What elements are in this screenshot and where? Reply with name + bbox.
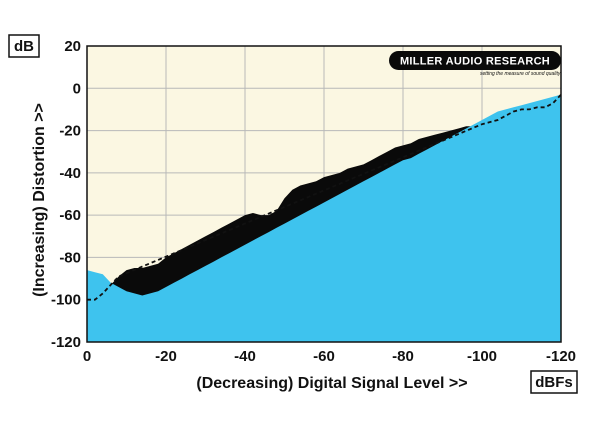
x-unit-box: dBFs	[530, 370, 578, 394]
y-tick-label: -60	[59, 207, 81, 224]
logo-text: MILLER AUDIO RESEARCH	[400, 56, 550, 68]
x-tick-label: -100	[467, 348, 497, 365]
x-tick-label: -40	[234, 348, 256, 365]
x-tick-label: 0	[83, 348, 91, 365]
y-tick-label: -100	[51, 292, 81, 309]
plot-frame	[86, 45, 562, 343]
y-unit-label: dB	[14, 38, 34, 55]
brand-logo: MILLER AUDIO RESEARCH setting the measure…	[389, 51, 561, 77]
signal-floor-area	[87, 94, 561, 342]
y-tick-label: -40	[59, 165, 81, 182]
y-tick-label: 0	[73, 80, 81, 97]
dashed-limit-line	[87, 93, 562, 301]
y-tick-label: -20	[59, 123, 81, 140]
x-tick-label: -60	[313, 348, 335, 365]
x-tick-label: -120	[546, 348, 576, 365]
x-unit-label: dBFs	[535, 374, 573, 391]
y-tick-label: -80	[59, 249, 81, 266]
x-axis-label: (Decreasing) Digital Signal Level >>	[196, 375, 467, 392]
y-axis-label: (Increasing) Distortion >>	[31, 103, 48, 297]
y-tick-label: 20	[64, 38, 81, 55]
x-tick-label: -20	[155, 348, 177, 365]
logo-pill	[389, 51, 561, 70]
x-tick-label: -80	[392, 348, 414, 365]
logo-tagline: setting the measure of sound quality	[480, 71, 561, 77]
y-unit-box: dB	[8, 34, 40, 58]
y-tick-label: -120	[51, 334, 81, 351]
